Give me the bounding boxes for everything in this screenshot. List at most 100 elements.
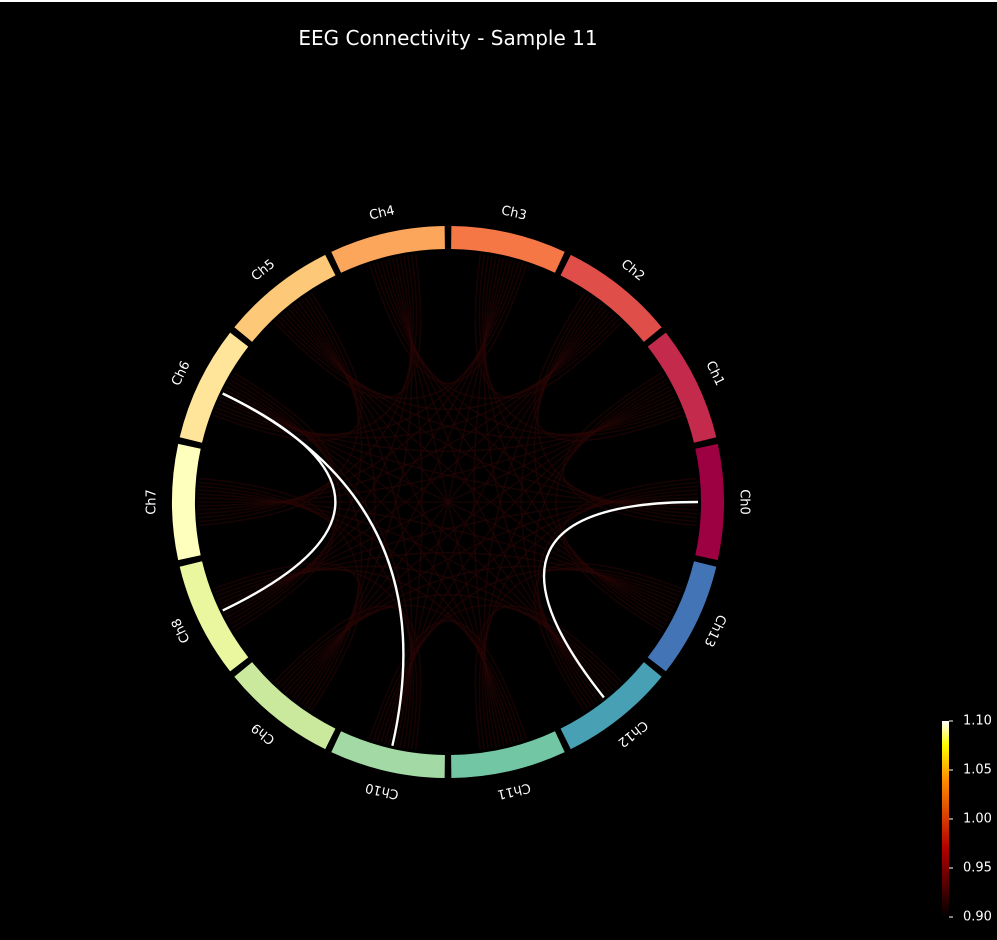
weak-link xyxy=(276,604,524,741)
colorbar-tick-label: 1.05 xyxy=(963,763,992,778)
weak-link xyxy=(224,389,608,696)
node-segment-ch2 xyxy=(560,254,662,342)
colorbar-tick-label: 0.95 xyxy=(963,861,992,876)
top-border-line xyxy=(0,0,997,2)
weak-link xyxy=(483,255,669,622)
weak-link xyxy=(481,255,698,519)
weak-link xyxy=(297,301,413,748)
weak-link xyxy=(214,567,418,750)
colorbar-tick-label: 1.00 xyxy=(963,812,992,827)
weak-link xyxy=(376,262,680,436)
weak-link xyxy=(198,485,415,749)
weak-link xyxy=(216,262,520,436)
weak-link xyxy=(520,298,596,706)
node-label-ch5: Ch5 xyxy=(249,257,278,285)
node-segment-ch6 xyxy=(179,332,249,443)
weak-link xyxy=(300,298,376,706)
weak-link xyxy=(216,568,520,742)
node-segment-ch7 xyxy=(172,443,201,561)
node-label-ch0: Ch0 xyxy=(737,489,752,515)
weak-link xyxy=(225,259,513,619)
weak-link xyxy=(199,372,334,527)
node-segment-ch8 xyxy=(179,561,249,672)
weak-link xyxy=(219,551,677,605)
weak-link xyxy=(368,619,528,740)
weak-link xyxy=(473,257,501,747)
weak-link xyxy=(562,372,697,527)
weak-link xyxy=(537,294,698,523)
node-label-ch4: Ch4 xyxy=(368,203,396,223)
node-segment-ch4 xyxy=(331,226,445,273)
colorbar-gradient xyxy=(942,721,949,917)
weak-links-group xyxy=(198,254,698,750)
weak-link xyxy=(537,481,698,710)
node-segment-ch3 xyxy=(451,226,565,273)
weak-link xyxy=(229,296,363,626)
node-segment-ch5 xyxy=(234,254,336,342)
weak-link xyxy=(282,565,679,691)
weak-link xyxy=(213,292,363,442)
weak-link xyxy=(533,378,667,708)
node-segments-group xyxy=(172,226,725,778)
weak-link xyxy=(474,605,623,750)
weak-link xyxy=(285,311,698,511)
weak-link xyxy=(231,375,341,629)
strong-link-ch6-ch10 xyxy=(222,392,405,746)
node-label-ch6: Ch6 xyxy=(169,359,194,389)
weak-link xyxy=(219,399,677,453)
weak-link xyxy=(383,385,671,745)
weak-link xyxy=(279,593,617,688)
node-segment-ch11 xyxy=(451,731,565,778)
colorbar-tick-label: 1.10 xyxy=(963,714,992,729)
colorbar-tick-label: 0.90 xyxy=(963,910,992,925)
node-label-ch13: Ch13 xyxy=(701,612,729,649)
weak-link xyxy=(222,392,674,612)
weak-link xyxy=(294,303,509,746)
node-segment-ch9 xyxy=(234,662,336,750)
node-segment-ch12 xyxy=(560,662,662,750)
weak-link xyxy=(273,254,422,399)
node-label-ch7: Ch7 xyxy=(145,489,160,515)
weak-link xyxy=(395,257,423,747)
weak-link xyxy=(227,382,413,749)
strong-link-ch0-ch12 xyxy=(542,500,699,699)
node-segment-ch13 xyxy=(647,561,717,672)
node-label-ch1: Ch1 xyxy=(702,359,727,389)
chart-title: EEG Connectivity - Sample 11 xyxy=(298,26,598,50)
weak-link xyxy=(198,255,415,519)
node-label-ch10: Ch10 xyxy=(364,779,400,801)
colorbar: 1.10 1.05 1.00 0.95 0.90 xyxy=(942,714,992,925)
weak-link xyxy=(199,477,334,632)
weak-link xyxy=(533,292,683,442)
weak-link xyxy=(483,256,599,703)
weak-link xyxy=(483,301,599,748)
node-label-ch11: Ch11 xyxy=(496,779,532,801)
weak-link xyxy=(387,258,602,701)
weak-link xyxy=(198,493,611,693)
weak-link xyxy=(383,259,671,619)
weak-link xyxy=(225,385,513,745)
node-segment-ch1 xyxy=(647,332,717,443)
weak-link xyxy=(229,378,363,708)
node-label-ch8: Ch8 xyxy=(169,616,194,646)
weak-link xyxy=(562,477,697,632)
weak-link xyxy=(376,568,680,742)
weak-link xyxy=(368,264,528,385)
weak-link xyxy=(372,604,620,741)
weak-link xyxy=(481,485,698,749)
node-label-ch2: Ch2 xyxy=(618,257,647,285)
weak-link xyxy=(555,375,665,629)
weak-link xyxy=(198,497,676,608)
weak-link xyxy=(474,254,623,399)
weak-link xyxy=(198,481,359,710)
weak-link xyxy=(285,493,698,693)
strong-links-group xyxy=(222,392,699,746)
weak-link xyxy=(198,311,611,511)
node-segment-ch0 xyxy=(695,443,725,561)
node-segment-ch10 xyxy=(331,731,445,778)
weak-link xyxy=(297,256,413,703)
weak-link xyxy=(279,316,617,411)
weak-link xyxy=(533,296,667,626)
